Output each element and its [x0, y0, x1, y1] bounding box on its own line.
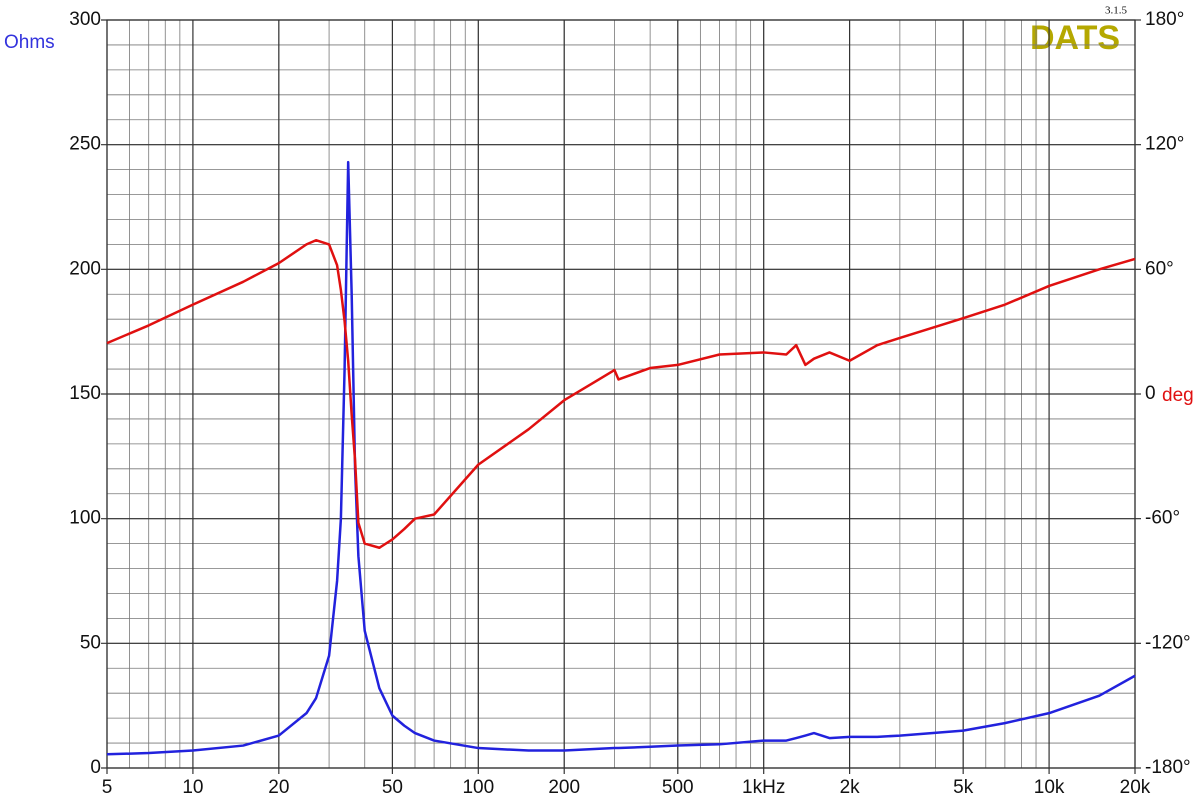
x-tick-label: 200: [548, 777, 580, 798]
x-tick-label: 10: [182, 777, 203, 798]
x-tick-label: 1kHz: [742, 777, 785, 798]
y-tick-label: 300: [69, 9, 101, 30]
y-tick-label: 50: [80, 632, 101, 653]
x-tick-label: 50: [382, 777, 403, 798]
y2-tick-label: 180°: [1145, 9, 1184, 30]
series-line: [106, 160, 1136, 756]
y2-tick-label: 0: [1145, 383, 1156, 404]
y-tick-label: 200: [69, 258, 101, 279]
x-tick-label: 2k: [840, 777, 861, 798]
y-tick-label: 0: [90, 757, 101, 778]
y2-tick-label: -180°: [1145, 757, 1191, 778]
y2-tick-label: 120°: [1145, 134, 1184, 155]
x-tick-label: 5k: [953, 777, 974, 798]
x-tick-label: 10k: [1034, 777, 1065, 798]
logo: DATS: [1030, 19, 1120, 57]
x-tick-label: 100: [462, 777, 494, 798]
x-tick-label: 5: [102, 777, 113, 798]
y-tick-label: 100: [69, 508, 101, 529]
series-line: [106, 238, 1136, 550]
x-tick-label: 20: [268, 777, 289, 798]
y2-tick-label: 60°: [1145, 258, 1174, 279]
y-tick-label: 150: [69, 383, 101, 404]
y2-tick-label: -120°: [1145, 632, 1191, 653]
y-axis-label: Ohms: [4, 32, 55, 53]
plot-frame: [106, 19, 1136, 769]
x-tick-label: 500: [662, 777, 694, 798]
y2-axis-label: deg: [1162, 385, 1194, 406]
x-tick-label: 20k: [1120, 777, 1151, 798]
y2-tick-label: -60°: [1145, 508, 1180, 529]
version: 3.1.5: [1105, 5, 1128, 17]
y-tick-label: 250: [69, 134, 101, 155]
